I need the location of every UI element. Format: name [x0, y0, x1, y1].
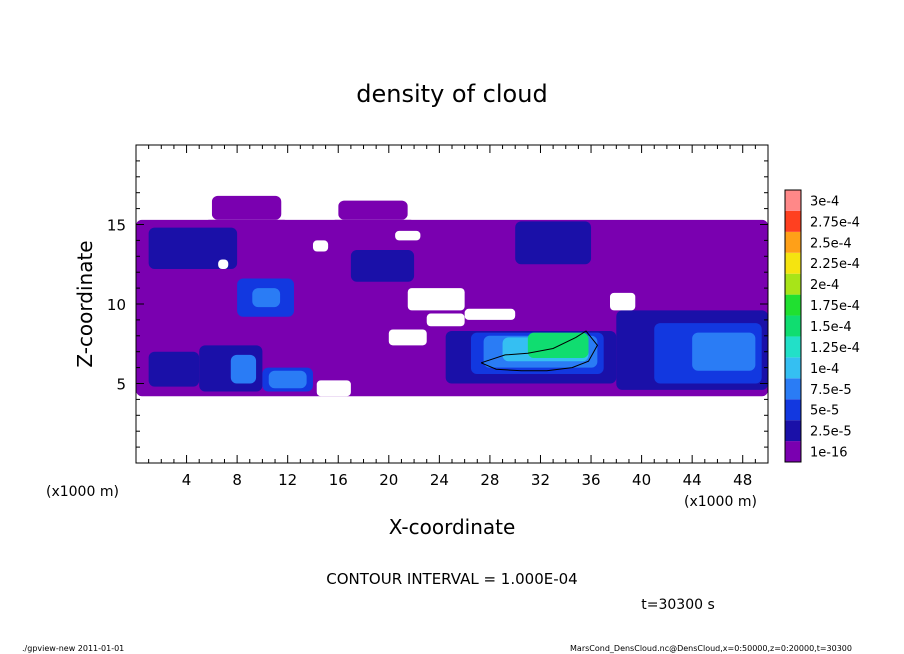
colorbar-label: 1e-4: [810, 362, 839, 377]
colorbar: 1e-16 2.5e-5 5e-5 7.5e-5 1e-4 1.25e-4 1.5e-4 1.…: [784, 189, 860, 463]
chart-title: density of cloud: [356, 80, 547, 108]
field-gap-10: [316, 380, 351, 397]
y-tick-label: 15: [107, 217, 126, 235]
field-gap-6: [407, 288, 465, 311]
colorbar-label: 2.5e-4: [810, 236, 852, 251]
x-tick-label: 8: [232, 471, 242, 489]
footer-right: MarsCond_DensCloud.nc@DensCloud,x=0:5000…: [570, 644, 852, 653]
field-region-20: [692, 332, 756, 371]
x-tick-label: 12: [278, 471, 297, 489]
x-unit-left: (x1000 m): [46, 484, 119, 500]
field-gap-1: [281, 195, 339, 220]
field-region-10: [230, 354, 257, 384]
x-tick-label: 48: [733, 471, 752, 489]
colorbar-label: 1.75e-4: [810, 299, 860, 314]
colorbar-swatch: [785, 420, 801, 442]
x-tick-label: 4: [182, 471, 192, 489]
x-unit-right: (x1000 m): [684, 494, 757, 510]
x-axis: 4 8 12 16 20 24 28 32 36 40 44 48: [148, 145, 756, 489]
field-region-7: [515, 221, 592, 265]
y-tick-label: 5: [116, 376, 126, 394]
colorbar-label: 1.5e-4: [810, 320, 852, 335]
colorbar-frame: [784, 189, 802, 463]
field-region-8: [148, 351, 200, 387]
colorbar-label: 5e-5: [810, 404, 839, 419]
colorbar-label: 2.5e-5: [810, 425, 852, 440]
contour-lines: [480, 330, 599, 372]
field-region-2: [338, 200, 408, 220]
field-gap-4: [395, 230, 421, 241]
x-tick-label: 36: [581, 471, 600, 489]
field-gap-11: [610, 292, 636, 311]
colorbar-swatch: [785, 190, 801, 211]
colorbar-label: 1e-16: [810, 446, 848, 461]
x-tick-label: 16: [329, 471, 348, 489]
colorbar-swatch: [785, 252, 801, 274]
density-field: [136, 195, 768, 397]
y-tick-label: 10: [107, 296, 126, 314]
x-tick-label: 44: [683, 471, 702, 489]
field-gap-9: [388, 329, 427, 346]
x-tick-label: 20: [379, 471, 398, 489]
field-region-1: [211, 195, 282, 220]
x-tick-label: 40: [632, 471, 651, 489]
colorbar-swatch: [785, 273, 801, 295]
colorbar-label: 2.75e-4: [810, 215, 860, 230]
field-gap-0: [136, 195, 212, 220]
field-region-5: [252, 288, 281, 308]
colorbar-label: 3e-4: [810, 194, 839, 209]
colorbar-swatch: [785, 294, 801, 316]
colorbar-swatch: [785, 441, 801, 462]
field-gap-5: [218, 259, 229, 270]
footer-left: ./gpview-new 2011-01-01: [22, 644, 124, 653]
time-label: t=30300 s: [641, 597, 715, 613]
x-tick-label: 28: [480, 471, 499, 489]
x-axis-label: X-coordinate: [389, 515, 516, 539]
x-tick-label: 32: [531, 471, 550, 489]
colorbar-swatch: [785, 399, 801, 421]
colorbar-label: 7.5e-5: [810, 383, 852, 398]
y-axis-label: Z-coordinate: [73, 240, 97, 367]
field-gap-2: [407, 195, 768, 220]
contour-interval-text: CONTOUR INTERVAL = 1.000E-04: [326, 570, 577, 588]
colorbar-swatch: [785, 357, 801, 379]
field-gap-3: [312, 240, 329, 252]
colorbar-label: 2e-4: [810, 278, 839, 293]
colorbar-swatch: [785, 336, 801, 358]
field-region-12: [268, 370, 307, 389]
colorbar-swatch: [785, 378, 801, 400]
field-gap-7: [464, 308, 516, 320]
colorbar-swatch: [785, 315, 801, 337]
x-tick-label: 24: [430, 471, 449, 489]
colorbar-label: 1.25e-4: [810, 341, 860, 356]
colorbar-swatch: [785, 210, 801, 232]
colorbar-swatch: [785, 231, 801, 253]
colorbar-label: 2.25e-4: [810, 257, 860, 272]
field-gap-8: [426, 313, 465, 327]
field-region-6: [350, 249, 415, 282]
field-region-17: [527, 332, 589, 359]
y-axis: 5 10 15: [107, 160, 768, 448]
field-region-3: [148, 227, 238, 270]
contour-line-0: [480, 330, 599, 372]
